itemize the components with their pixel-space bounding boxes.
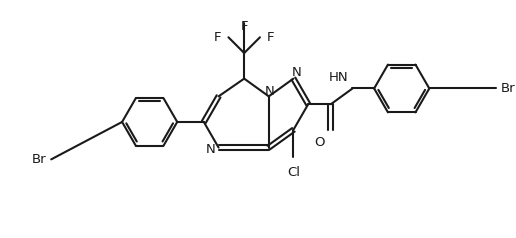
Text: Br: Br (31, 153, 46, 166)
Text: O: O (314, 136, 325, 149)
Text: F: F (267, 31, 275, 44)
Text: HN: HN (329, 70, 348, 84)
Text: F: F (240, 20, 248, 33)
Text: N: N (292, 66, 301, 79)
Text: Br: Br (501, 82, 516, 95)
Text: Cl: Cl (287, 166, 300, 179)
Text: N: N (265, 85, 275, 98)
Text: N: N (206, 143, 216, 156)
Text: F: F (214, 31, 221, 44)
